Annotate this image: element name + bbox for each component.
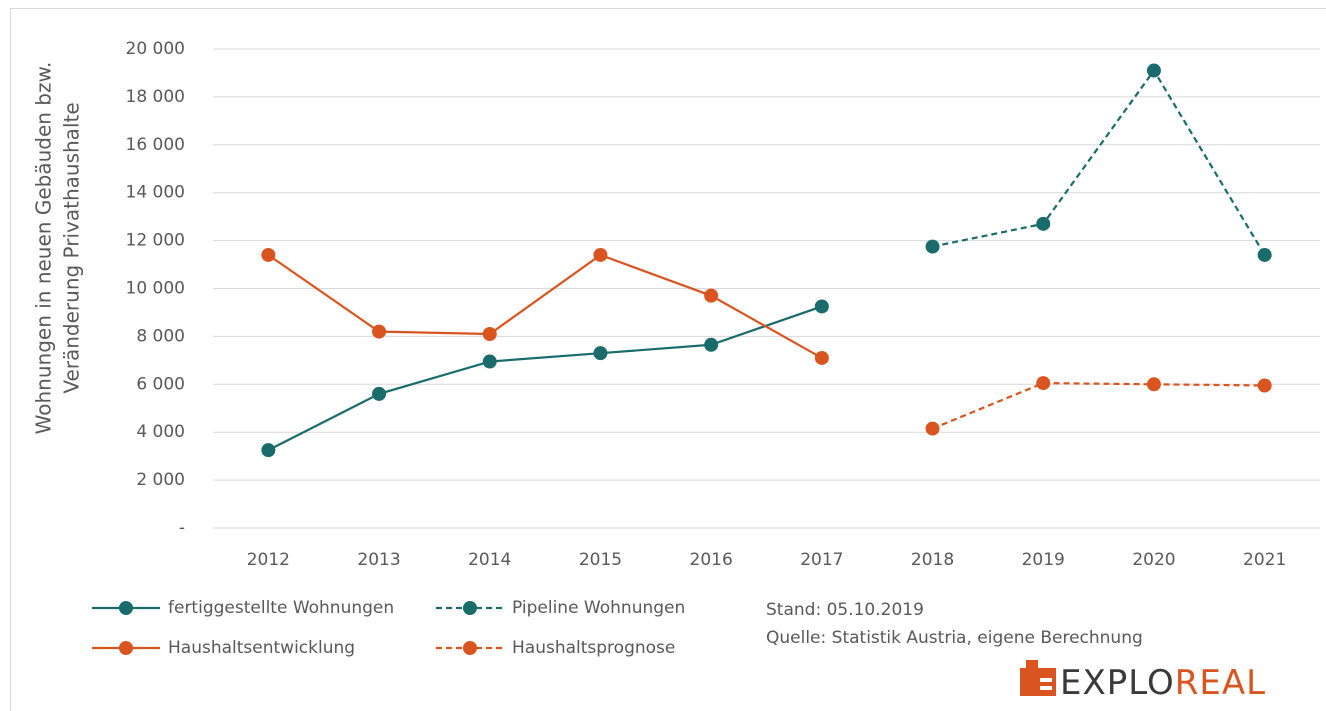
point — [1257, 378, 1272, 393]
legend-marker — [119, 641, 133, 655]
y-tick-label: 18 000 — [126, 87, 185, 107]
x-tick-label: 2021 — [1243, 550, 1286, 570]
series-line — [267, 253, 823, 359]
series-line — [932, 382, 1265, 430]
legend-marker — [119, 601, 133, 615]
point — [814, 299, 829, 314]
point — [1146, 377, 1161, 392]
x-tick-label: 2014 — [468, 550, 511, 570]
annotation: Quelle: Statistik Austria, eigene Berech… — [766, 628, 1143, 648]
y-axis-label: Wohnungen in neuen Gebäuden bzw. — [32, 62, 56, 435]
logo-part: REAL — [1175, 663, 1266, 703]
y-tick-label: - — [179, 518, 185, 538]
series-line — [932, 68, 1266, 256]
legend-label: fertiggestellte Wohnungen — [168, 598, 394, 618]
y-tick-label: 12 000 — [126, 231, 185, 251]
y-tick-label: 14 000 — [126, 183, 185, 203]
y-axis-label: Veränderung Privathaushalte — [60, 102, 84, 393]
legend-label: Haushaltsentwicklung — [168, 638, 355, 658]
point — [1036, 376, 1051, 391]
annotation: Stand: 05.10.2019 — [766, 600, 924, 620]
point — [593, 247, 608, 262]
logo: EXPLOREAL — [1020, 660, 1266, 703]
y-tick-label: 16 000 — [126, 135, 185, 155]
logo-text: EXPLOREAL — [1060, 663, 1266, 703]
point — [1036, 216, 1051, 231]
point — [261, 247, 276, 262]
legend-marker — [463, 601, 477, 615]
x-tick-label: 2018 — [911, 550, 954, 570]
legend-marker — [463, 641, 477, 655]
x-tick-label: 2012 — [247, 550, 290, 570]
point — [482, 354, 497, 369]
y-tick-label: 2 000 — [136, 470, 185, 490]
y-tick-label: 20 000 — [126, 39, 185, 59]
point — [704, 288, 719, 303]
point — [925, 239, 940, 254]
logo-icon — [1040, 686, 1052, 690]
point — [1146, 63, 1161, 78]
point — [372, 324, 387, 339]
legend-label: Haushaltsprognose — [512, 638, 675, 658]
series-line — [267, 305, 823, 452]
frame — [10, 8, 1326, 711]
point — [482, 327, 497, 342]
y-tick-label: 8 000 — [136, 326, 185, 346]
point — [814, 350, 829, 365]
legend-label: Pipeline Wohnungen — [512, 598, 685, 618]
x-tick-label: 2016 — [690, 550, 733, 570]
point — [925, 421, 940, 436]
point — [372, 386, 387, 401]
y-tick-label: 10 000 — [126, 279, 185, 299]
x-tick-label: 2017 — [800, 550, 843, 570]
x-tick-label: 2015 — [579, 550, 622, 570]
point — [1257, 247, 1272, 262]
x-tick-label: 2013 — [357, 550, 400, 570]
point — [704, 337, 719, 352]
point — [593, 346, 608, 361]
x-tick-label: 2020 — [1132, 550, 1175, 570]
x-tick-label: 2019 — [1022, 550, 1065, 570]
y-tick-label: 6 000 — [136, 374, 185, 394]
logo-icon — [1026, 660, 1038, 670]
point — [261, 443, 276, 458]
logo-icon — [1040, 678, 1052, 682]
y-tick-label: 4 000 — [136, 422, 185, 442]
logo-part: EXPLO — [1060, 663, 1175, 703]
